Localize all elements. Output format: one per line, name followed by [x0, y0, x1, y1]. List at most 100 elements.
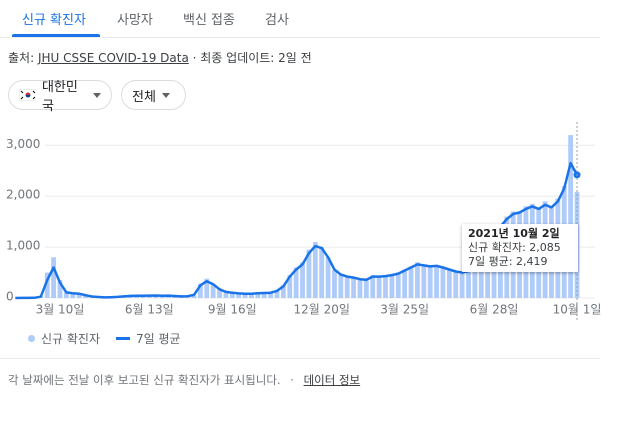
bar — [274, 290, 280, 298]
bar — [312, 242, 318, 298]
bar — [357, 279, 363, 298]
bar — [478, 266, 484, 298]
bar — [415, 262, 420, 298]
x-tick-label: 6월 13일 — [125, 303, 174, 317]
bar — [402, 269, 408, 298]
bar — [338, 275, 344, 298]
x-tick-label: 12월 20일 — [293, 303, 349, 317]
legend-item: 신규 확진자 — [28, 330, 100, 347]
tab[interactable]: 사망자 — [117, 13, 153, 28]
bar — [446, 269, 452, 298]
region-dropdown[interactable]: 전체 — [121, 80, 186, 110]
bar — [51, 257, 56, 298]
y-tick-label: 0 — [6, 290, 14, 304]
bar — [568, 135, 574, 298]
bar — [351, 277, 356, 298]
country-dropdown[interactable]: 대한민국 — [8, 80, 112, 114]
data-info-link[interactable]: 데이터 정보 — [303, 373, 361, 387]
bar — [210, 283, 216, 298]
bar — [229, 292, 235, 298]
bar — [242, 293, 248, 298]
bar — [287, 275, 293, 298]
tab-indicator — [12, 34, 100, 37]
bar — [44, 272, 50, 298]
bar — [421, 264, 427, 298]
x-tick-label: 9월 16일 — [208, 303, 257, 317]
source-line: 출처: JHU CSSE COVID-19 Data · 최종 업데이트: 2일… — [8, 49, 312, 66]
x-tick-label: 3월 10일 — [36, 303, 85, 317]
bar — [204, 278, 210, 298]
caret — [161, 92, 170, 98]
bar — [383, 276, 388, 298]
x-tick-label: 3월 25일 — [380, 303, 429, 317]
bar — [485, 263, 491, 298]
bar — [408, 266, 414, 298]
bar — [459, 272, 465, 298]
bar — [255, 293, 261, 298]
legend-item: 7일 평균 — [116, 330, 181, 347]
tooltip-line: 신규 확진자: 2,085 — [468, 241, 561, 254]
divider — [0, 37, 600, 38]
x-tick-label: 6월 28일 — [470, 303, 519, 317]
bar — [332, 270, 337, 298]
tooltip: 2021년 10월 2일 신규 확진자: 2,085 7일 평균: 2,419 — [462, 224, 578, 272]
bar — [376, 276, 382, 298]
chart: 0 1,000 2,000 3,000 3월 10일 6월 13일 9월 16일 12월 20… — [6, 122, 602, 320]
dropdown-label: 전체 — [132, 89, 156, 105]
flag-icon — [19, 89, 36, 101]
divider — [0, 358, 600, 359]
tab[interactable]: 백신 접종 — [183, 13, 235, 28]
bar — [300, 262, 305, 298]
caret — [93, 92, 101, 98]
bar — [434, 265, 439, 298]
bar — [217, 289, 222, 298]
bar — [472, 268, 478, 298]
bar — [236, 293, 242, 298]
bar — [70, 292, 76, 298]
legend-swatch — [116, 337, 131, 340]
bar — [325, 257, 331, 298]
bar — [370, 275, 376, 298]
bar — [57, 280, 63, 298]
dropdown-label: 대한민국 — [41, 80, 78, 114]
tab[interactable]: 검사 — [265, 13, 289, 28]
bar — [280, 285, 286, 298]
legend-label: 7일 평균 — [136, 332, 181, 346]
tooltip-line: 7일 평균: 2,419 — [468, 255, 548, 268]
y-tick-label: 1,000 — [6, 239, 40, 253]
bar — [440, 267, 446, 298]
bar — [395, 273, 401, 298]
source-prefix: 출처: — [8, 51, 35, 65]
x-tick-label: 10월 1일 — [553, 303, 602, 317]
bar — [389, 274, 395, 298]
bar — [344, 276, 350, 298]
bar — [363, 280, 369, 298]
bar — [268, 292, 274, 298]
bar — [466, 270, 471, 298]
footer-note: 각 날짜에는 전날 이후 보고된 신규 확진자가 표시됩니다. — [8, 373, 281, 387]
bar — [453, 271, 459, 298]
legend-label: 신규 확진자 — [41, 332, 101, 346]
separator: · — [290, 373, 294, 387]
tab[interactable]: 신규 확진자 — [22, 13, 86, 28]
legend: 신규 확진자 7일 평균 — [28, 330, 197, 347]
bar — [249, 293, 254, 298]
bar — [319, 247, 325, 298]
bar — [223, 291, 229, 298]
legend-swatch — [28, 335, 35, 342]
bar — [76, 293, 82, 298]
bar — [63, 292, 69, 298]
bar — [293, 267, 299, 298]
bar — [306, 249, 312, 298]
bar — [198, 283, 203, 298]
update-time: · 최종 업데이트: 2일 전 — [192, 51, 312, 65]
tooltip-title: 2021년 10월 2일 — [468, 227, 560, 240]
y-tick-label: 2,000 — [6, 188, 40, 202]
bar — [191, 295, 197, 298]
y-tick-label: 3,000 — [6, 137, 40, 151]
bar — [261, 292, 267, 298]
footer: 각 날짜에는 전날 이후 보고된 신규 확진자가 표시됩니다. · 데이터 정보 — [8, 372, 360, 388]
source-link[interactable]: JHU CSSE COVID-19 Data — [37, 51, 189, 65]
bar — [427, 266, 433, 298]
